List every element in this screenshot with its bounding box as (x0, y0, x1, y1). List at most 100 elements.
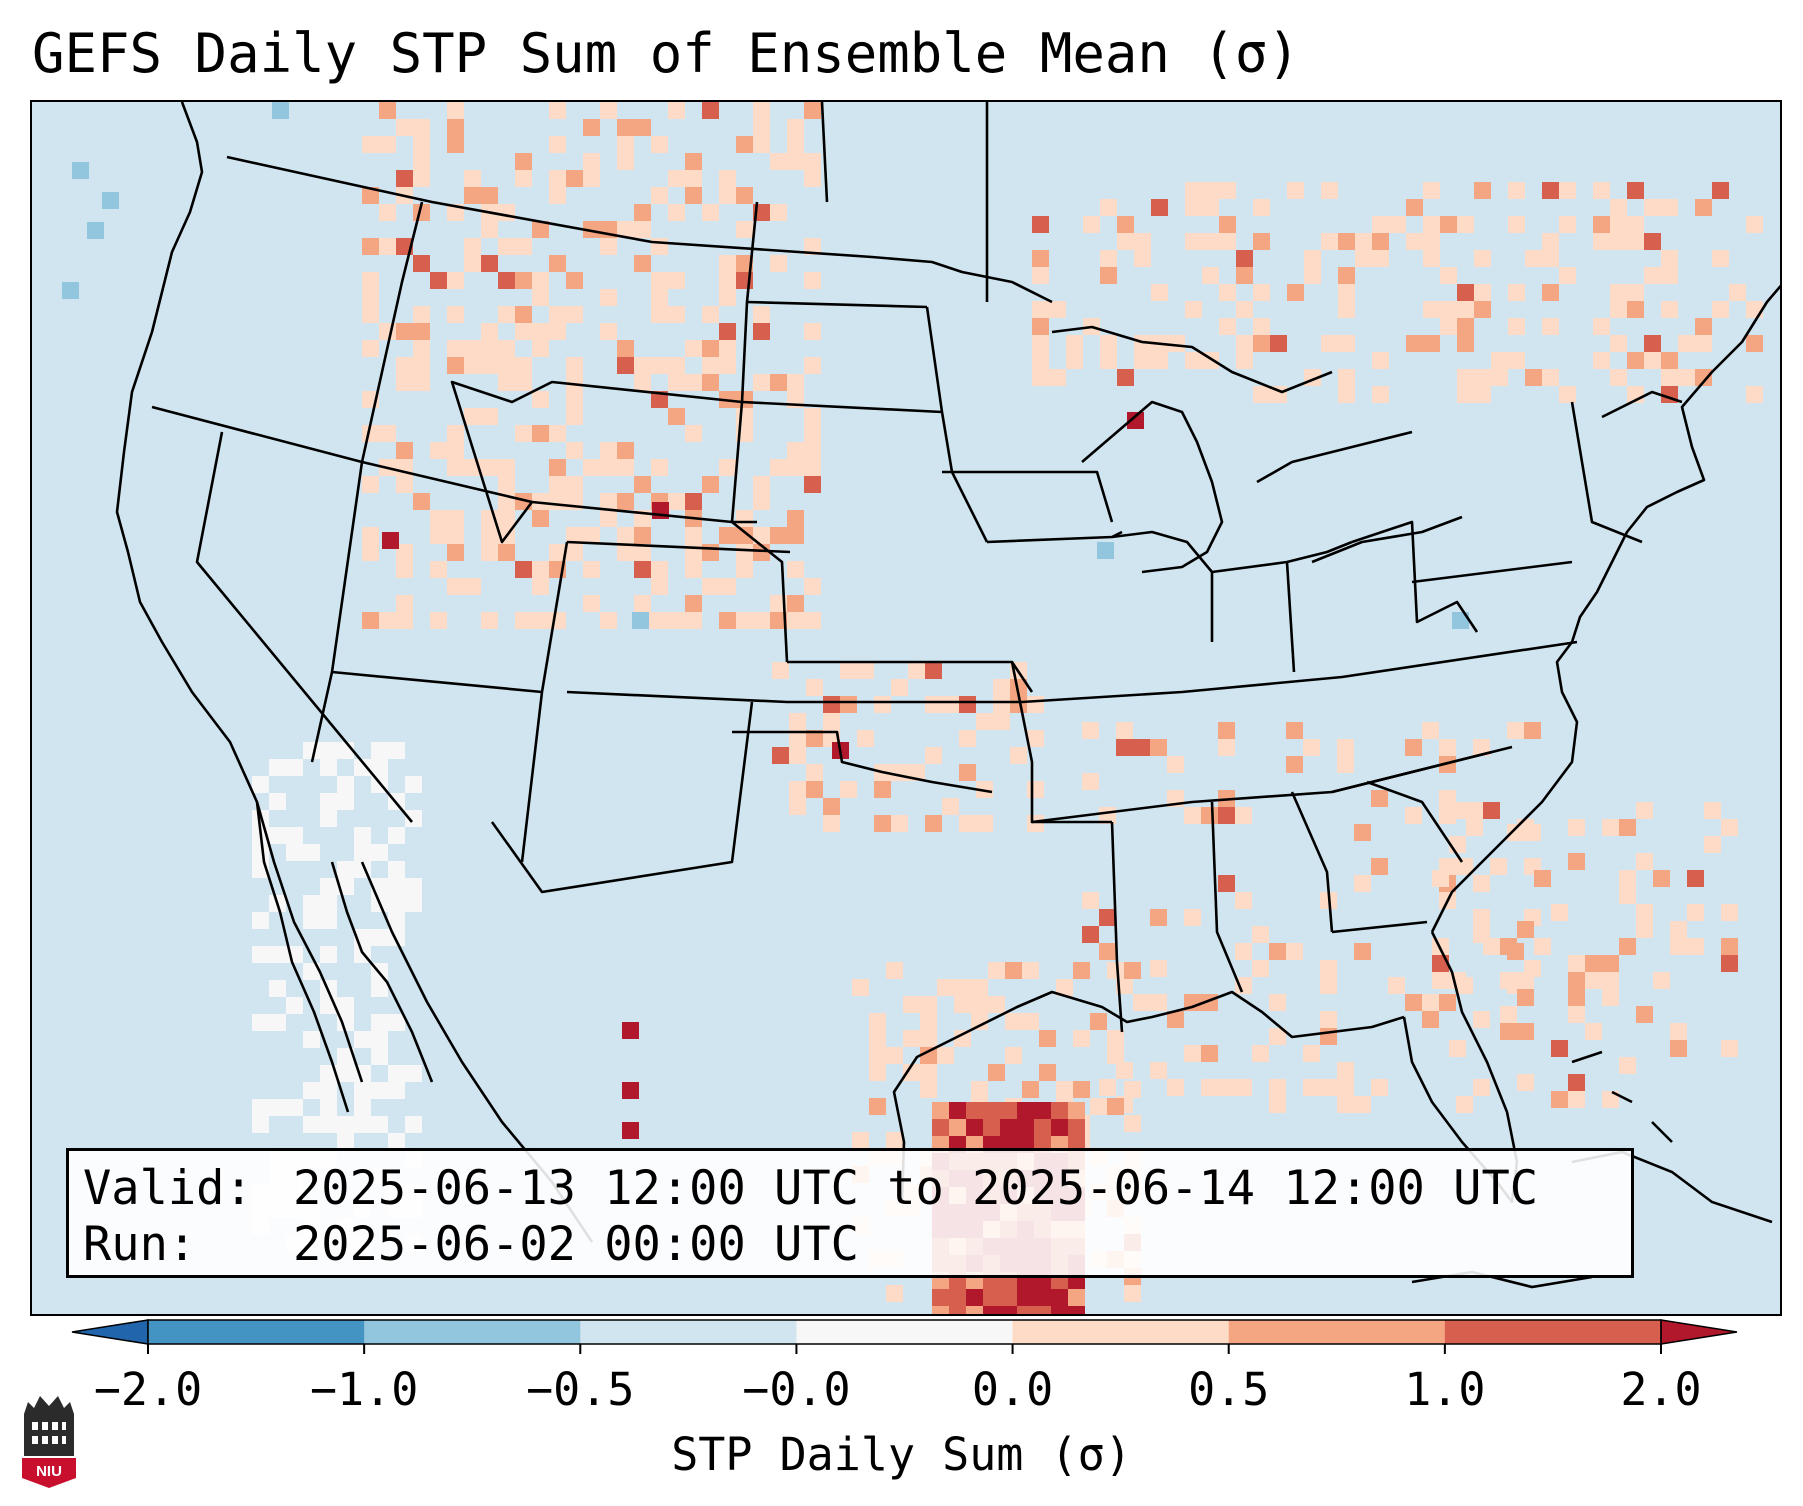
anomaly-cell (532, 289, 549, 306)
anomaly-cell (498, 510, 515, 527)
anomaly-cell (1449, 1040, 1466, 1057)
anomaly-cell-strong (983, 1289, 1000, 1306)
anomaly-cell (634, 119, 651, 136)
anomaly-cell (1287, 284, 1304, 301)
anomaly-cell (1337, 739, 1354, 756)
anomaly-cell (1032, 301, 1049, 318)
anomaly-cell-strong (1017, 1119, 1034, 1136)
anomaly-cell (920, 1064, 937, 1081)
anomaly-cell (1100, 199, 1117, 216)
anomaly-cell (804, 408, 821, 425)
anomaly-cell (971, 996, 988, 1013)
anomaly-cell (600, 612, 617, 629)
anomaly-cell-neutral (371, 742, 388, 759)
anomaly-cell (1218, 807, 1235, 824)
anomaly-cell (702, 357, 719, 374)
anomaly-cell (1551, 904, 1568, 921)
anomaly-cell (1337, 1062, 1354, 1079)
anomaly-cell (430, 510, 447, 527)
anomaly-cell (515, 170, 532, 187)
anomaly-cell (379, 238, 396, 255)
anomaly-cell (481, 255, 498, 272)
anomaly-cell-neutral (303, 742, 320, 759)
anomaly-cell (617, 459, 634, 476)
anomaly-cell (1372, 352, 1389, 369)
anomaly-cell-neutral (337, 793, 354, 810)
anomaly-cell (549, 136, 566, 153)
anomaly-cell-neutral (388, 1133, 405, 1150)
anomaly-cell (651, 459, 668, 476)
anomaly-cell (362, 527, 379, 544)
anomaly-cell (532, 578, 549, 595)
anomaly-cell (1619, 870, 1636, 887)
anomaly-cell (1585, 955, 1602, 972)
anomaly-cell (1286, 722, 1303, 739)
anomaly-cell (1534, 870, 1551, 887)
anomaly-cell (1388, 977, 1405, 994)
anomaly-cell (617, 136, 634, 153)
anomaly-cell-strong (1000, 1102, 1017, 1119)
anomaly-cell (668, 102, 685, 119)
anomaly-cell (1150, 994, 1167, 1011)
anomaly-cell (549, 306, 566, 323)
anomaly-cell (481, 408, 498, 425)
anomaly-cell (988, 962, 1005, 979)
anomaly-cell-strong (983, 1306, 1000, 1314)
anomaly-cell (1099, 1079, 1116, 1096)
anomaly-cell (1627, 233, 1644, 250)
anomaly-cell (1610, 301, 1627, 318)
anomaly-cell (1286, 943, 1303, 960)
anomaly-cell (532, 510, 549, 527)
anomaly-cell (396, 442, 413, 459)
anomaly-cell (617, 340, 634, 357)
anomaly-cell (685, 374, 702, 391)
anomaly-cell (413, 357, 430, 374)
anomaly-cell-neutral (286, 997, 303, 1014)
anomaly-cell (1124, 1115, 1141, 1132)
anomaly-cell (515, 612, 532, 629)
anomaly-cell-neutral (337, 1048, 354, 1065)
anomaly-cell (736, 510, 753, 527)
anomaly-cell (1150, 960, 1167, 977)
anomaly-cell (1525, 369, 1542, 386)
anomaly-cell (1405, 739, 1422, 756)
anomaly-cell (549, 612, 566, 629)
map-panel[interactable] (30, 100, 1782, 1316)
anomaly-cell (1287, 182, 1304, 199)
colorbar-tick-label: 1.0 (1404, 1363, 1486, 1416)
anomaly-cell-neutral (337, 861, 354, 878)
anomaly-cell (1354, 875, 1371, 892)
anomaly-cell (719, 340, 736, 357)
anomaly-cell (379, 102, 396, 119)
anomaly-cell (925, 815, 942, 832)
anomaly-cell (1338, 335, 1355, 352)
anomaly-cell-neutral (303, 1031, 320, 1048)
anomaly-cell (1695, 369, 1712, 386)
anomaly-cell (1593, 182, 1610, 199)
anomaly-cell (1508, 284, 1525, 301)
anomaly-cell-strong (1034, 1306, 1051, 1314)
anomaly-cell (430, 272, 447, 289)
anomaly-cell-strong (966, 1119, 983, 1136)
anomaly-cell (988, 996, 1005, 1013)
anomaly-cell (1678, 369, 1695, 386)
anomaly-cell (583, 459, 600, 476)
anomaly-cell (1627, 352, 1644, 369)
anomaly-cell (1372, 250, 1389, 267)
great-lakes-outline (1051, 325, 1463, 574)
info-box: Valid: 2025-06-13 12:00 UTC to 2025-06-14… (66, 1148, 1634, 1278)
anomaly-cell-neutral (388, 1065, 405, 1082)
anomaly-cell (447, 272, 464, 289)
anomaly-cell-neutral (269, 793, 286, 810)
anomaly-cell (668, 374, 685, 391)
anomaly-cell (1670, 1040, 1687, 1057)
anomaly-cell (903, 996, 920, 1013)
anomaly-cell-strong (1000, 1119, 1017, 1136)
anomaly-cell (1185, 352, 1202, 369)
anomaly-cell (1602, 972, 1619, 989)
anomaly-cell (1184, 1045, 1201, 1062)
anomaly-cell (1422, 1011, 1439, 1028)
anomaly-cell (1338, 369, 1355, 386)
anomaly-cell (396, 595, 413, 612)
anomaly-cell (651, 357, 668, 374)
